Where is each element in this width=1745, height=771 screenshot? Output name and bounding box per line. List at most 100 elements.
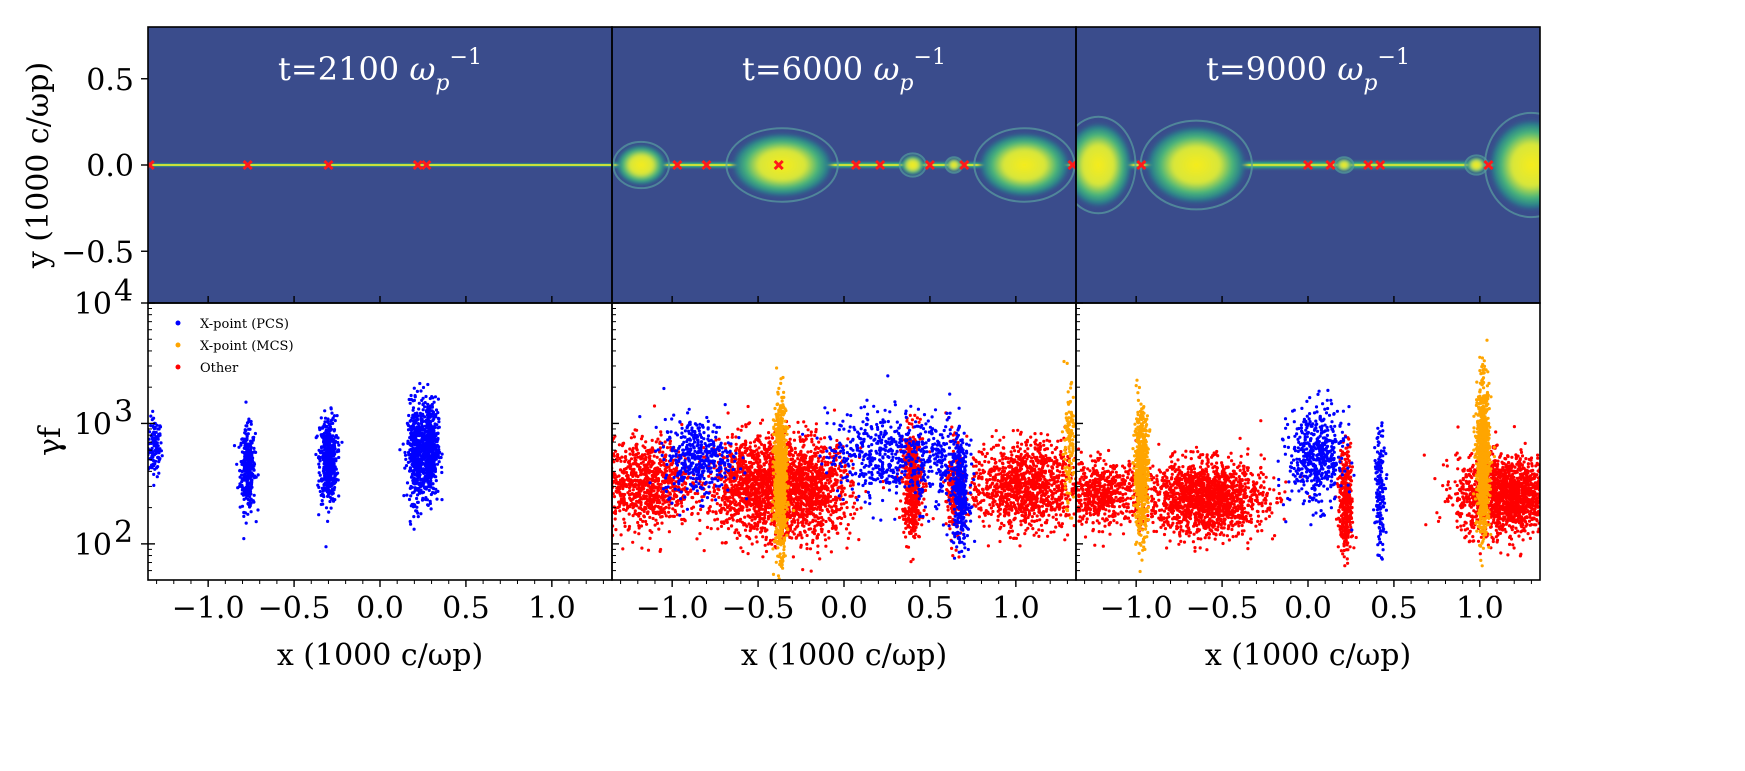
scatter-point <box>407 424 411 428</box>
scatter-point <box>818 471 823 475</box>
scatter-point <box>245 490 249 494</box>
scatter-point <box>707 506 711 510</box>
scatter-point <box>754 535 758 539</box>
scatter-point <box>420 417 424 421</box>
scatter-point <box>150 451 154 455</box>
scatter-point <box>329 506 333 510</box>
scatter-point <box>326 519 330 524</box>
scatter-point <box>340 440 344 444</box>
panel-title-time: t=6000 <box>742 50 873 88</box>
scatter-point <box>249 510 253 514</box>
scatter-point <box>686 492 690 496</box>
scatter-point <box>336 478 340 482</box>
scatter-point <box>667 515 671 519</box>
scatter-point <box>767 431 771 435</box>
scatter-point <box>814 503 818 507</box>
scatter-point <box>421 444 425 448</box>
scatter-point <box>695 537 699 541</box>
scatter-point <box>416 427 420 431</box>
island-halo <box>898 152 927 178</box>
scatter-point <box>679 501 684 505</box>
scatter-point <box>768 456 772 460</box>
scatter-point <box>428 501 432 506</box>
scatter-point <box>408 519 412 524</box>
scatter-point <box>428 404 432 408</box>
x-point-marker <box>773 159 784 171</box>
scatter-point <box>654 511 659 515</box>
scatter-point <box>807 503 811 507</box>
scatter-point <box>624 470 629 475</box>
scatter-point <box>617 474 621 478</box>
scatter-point <box>631 432 635 436</box>
scatter-point <box>801 514 805 518</box>
scatter-point <box>650 438 654 442</box>
scatter-point <box>738 503 742 507</box>
scatter-point <box>403 466 407 470</box>
scatter-point <box>763 543 767 547</box>
scatter-point <box>408 467 412 471</box>
scatter-point <box>795 525 799 529</box>
panel-title-sup: −1 <box>914 45 946 70</box>
scatter-point <box>758 469 762 473</box>
panel-title-sub: p <box>1363 71 1377 96</box>
scatter-point <box>769 522 773 526</box>
scatter-point <box>641 519 645 524</box>
plasmoid-island <box>900 154 925 176</box>
scatter-point <box>741 462 746 466</box>
gamma-scatter-row <box>148 303 1540 580</box>
scatter-point <box>788 525 793 529</box>
scatter-point <box>790 536 794 540</box>
scatter-point <box>409 522 413 526</box>
scatter-point <box>421 385 426 390</box>
scatter-point <box>416 474 420 478</box>
scatter-point <box>680 504 684 508</box>
scatter-point <box>331 482 335 486</box>
scatter-point <box>864 489 868 494</box>
scatter-point <box>404 457 408 461</box>
scatter-point <box>743 528 748 532</box>
scatter-point <box>629 498 633 503</box>
scatter-point <box>824 519 828 524</box>
scatter-point <box>409 428 413 433</box>
scatter-point <box>627 482 631 486</box>
scatter-point <box>749 472 754 476</box>
scatter-point <box>749 488 754 492</box>
scatter-point <box>853 512 857 516</box>
panel-title: t=6000 ωp−1 <box>742 45 946 96</box>
scatter-point <box>855 507 859 511</box>
scatter-point <box>623 501 627 505</box>
scatter-point <box>788 437 792 441</box>
scatter-point <box>817 440 821 444</box>
scatter-point <box>413 420 417 424</box>
scatter-point <box>829 505 833 509</box>
scatter-point <box>324 488 328 492</box>
scatter-point <box>729 506 734 510</box>
scatter-point <box>697 499 702 503</box>
scatter-point <box>821 518 825 522</box>
scatter-point <box>843 514 847 519</box>
scatter-point <box>816 551 820 555</box>
scatter-point <box>648 454 652 458</box>
scatter-point <box>730 457 734 461</box>
scatter-point <box>421 496 425 500</box>
scatter-point <box>329 474 333 478</box>
scatter-point <box>637 486 641 490</box>
scatter-point <box>409 504 413 508</box>
scatter-point <box>243 442 247 446</box>
scatter-point <box>819 445 824 449</box>
scatter-point <box>715 502 719 506</box>
scatter-point <box>810 500 814 504</box>
scatter-point <box>643 472 647 477</box>
scatter-point <box>411 435 415 439</box>
scatter-point <box>758 495 762 499</box>
scatter-point <box>327 429 331 433</box>
scatter-point <box>738 470 742 474</box>
x-point-marker <box>148 159 155 171</box>
scatter-point <box>753 521 757 526</box>
scatter-point <box>240 484 244 488</box>
scatter-point <box>655 479 660 483</box>
scatter-point <box>327 510 331 514</box>
scatter-point <box>151 409 155 413</box>
scatter-point <box>737 449 741 453</box>
scatter-point <box>799 533 803 537</box>
